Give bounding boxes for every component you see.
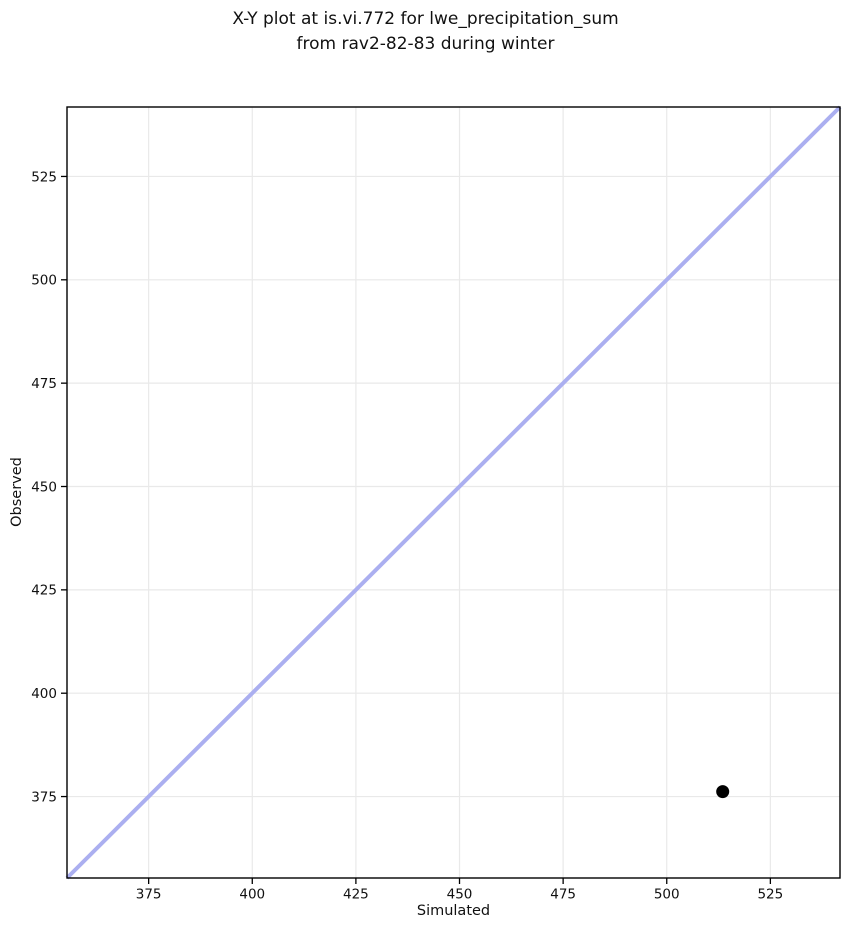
y-tick-label: 525	[31, 169, 57, 185]
y-tick-label: 375	[31, 789, 57, 805]
y-tick-label: 400	[31, 686, 57, 702]
chart-title-line2: from rav2-82-83 during winter	[296, 34, 555, 54]
x-tick-label: 525	[757, 887, 783, 903]
identity-line	[65, 105, 842, 880]
x-tick-label: 400	[239, 887, 265, 903]
y-tick-label: 500	[31, 273, 57, 289]
scatter-point	[716, 785, 730, 799]
x-axis-label: Simulated	[416, 903, 491, 919]
plot-border	[66, 106, 841, 879]
x-tick-label: 475	[550, 887, 576, 903]
y-axis-label: Observed	[9, 457, 25, 527]
x-tick-label: 375	[136, 887, 162, 903]
chart-title: X-Y plot at is.vi.772 for lwe_precipitat…	[0, 7, 851, 57]
y-tick-label: 450	[31, 479, 57, 495]
x-tick-label: 500	[654, 887, 680, 903]
chart-title-line1: X-Y plot at is.vi.772 for lwe_precipitat…	[232, 9, 619, 29]
y-tick-label: 425	[31, 583, 57, 599]
x-tick-label: 450	[447, 887, 473, 903]
x-tick-label: 425	[343, 887, 369, 903]
y-tick-label: 475	[31, 376, 57, 392]
